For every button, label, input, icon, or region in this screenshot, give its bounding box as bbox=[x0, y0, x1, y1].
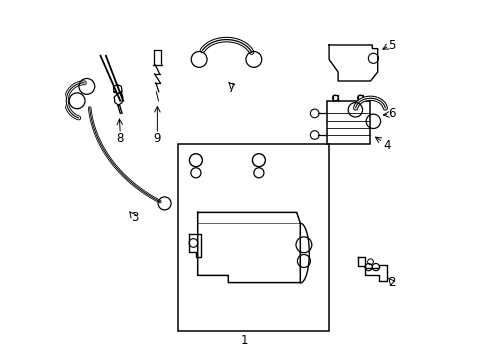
Text: 7: 7 bbox=[228, 82, 235, 95]
Text: 8: 8 bbox=[116, 132, 124, 145]
Text: 2: 2 bbox=[387, 276, 395, 289]
Text: 9: 9 bbox=[153, 132, 161, 145]
Text: 5: 5 bbox=[387, 39, 395, 51]
Bar bbox=[178, 144, 328, 331]
Text: 3: 3 bbox=[131, 211, 138, 224]
Text: 1: 1 bbox=[240, 334, 248, 347]
Text: 4: 4 bbox=[382, 139, 389, 152]
Bar bbox=[326, 101, 370, 144]
Text: 6: 6 bbox=[387, 107, 395, 120]
